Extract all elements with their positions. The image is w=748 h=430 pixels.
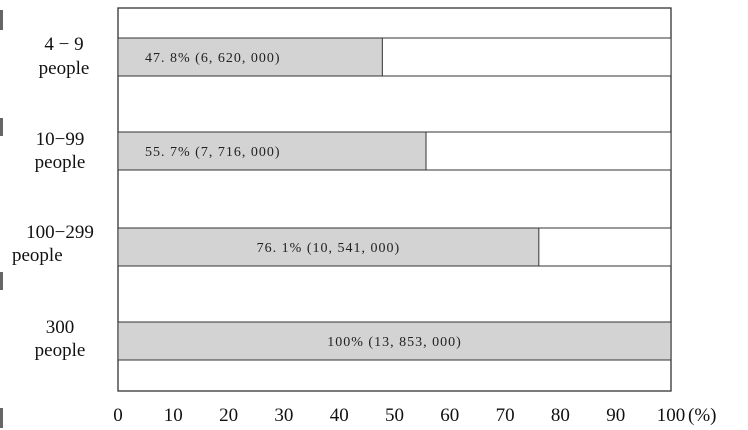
- bar-data-label-4: 100% (13, 853, 000): [327, 335, 462, 350]
- bar-2: [117, 131, 427, 171]
- x-tick-label-40: 40: [330, 405, 349, 426]
- category-label-2-line-2: people: [35, 152, 86, 173]
- x-tick-label-30: 30: [274, 405, 293, 426]
- category-label-4-line-1: 300: [46, 317, 75, 338]
- category-label-2-line-1: 10−99: [36, 129, 85, 150]
- bars-group: [117, 37, 672, 361]
- x-tick-label-60: 60: [440, 405, 459, 426]
- category-label-4-line-2: people: [35, 340, 86, 361]
- category-label-3-line-1: 100−299: [26, 222, 94, 243]
- x-tick-label-70: 70: [496, 405, 515, 426]
- x-tick-labels-group: 0 10 20 30 40 50 60 70 80 90 100 (%): [113, 405, 716, 426]
- x-tick-label-100: 100: [657, 405, 686, 426]
- x-tick-label-80: 80: [551, 405, 570, 426]
- x-unit-label: (%): [688, 405, 716, 426]
- data-labels-group: 47. 8% (6, 620, 000) 55. 7% (7, 716, 000)…: [145, 51, 462, 350]
- bar-4: [117, 321, 672, 361]
- category-label-3-line-2: people: [12, 245, 63, 266]
- left-edge-mark-4: [0, 408, 3, 428]
- bar-data-label-2: 55. 7% (7, 716, 000): [145, 145, 281, 160]
- x-tick-label-90: 90: [606, 405, 625, 426]
- x-tick-label-0: 0: [113, 405, 123, 426]
- bar-data-label-1: 47. 8% (6, 620, 000): [145, 51, 281, 66]
- category-label-1-line-1: 4 − 9: [44, 34, 83, 55]
- bar-data-label-3: 76. 1% (10, 541, 000): [257, 241, 401, 256]
- x-tick-label-20: 20: [219, 405, 238, 426]
- left-edge-mark-3: [0, 272, 3, 290]
- bar-1: [117, 37, 383, 77]
- category-labels-group: 4 − 9people10−99people100−299people300pe…: [12, 34, 94, 361]
- left-edge-mark-2: [0, 118, 3, 136]
- bar-3: [117, 227, 540, 267]
- category-label-1-line-2: people: [39, 58, 90, 79]
- x-tick-label-50: 50: [385, 405, 404, 426]
- x-tick-label-10: 10: [164, 405, 183, 426]
- left-edge-mark-1: [0, 10, 3, 30]
- plot-frame: [117, 7, 672, 392]
